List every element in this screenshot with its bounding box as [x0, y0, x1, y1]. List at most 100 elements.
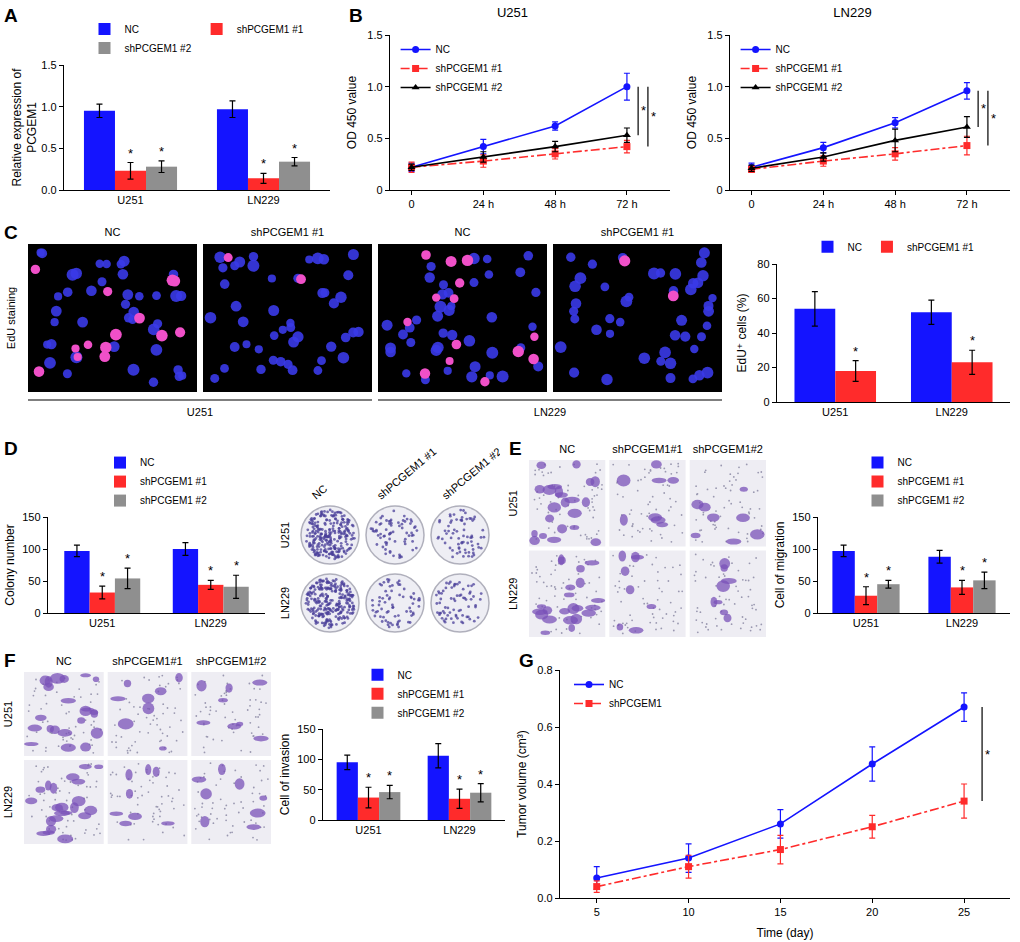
svg-text:*: *: [853, 344, 858, 359]
svg-text:20: 20: [866, 906, 878, 918]
svg-text:shPCGEM1#1: shPCGEM1#1: [112, 655, 182, 667]
svg-text:shPCGEM1#1: shPCGEM1#1: [612, 443, 682, 455]
svg-text:shPCGEM1 #1: shPCGEM1 #1: [237, 24, 304, 35]
svg-text:shPCGEM1 #2: shPCGEM1 #2: [140, 495, 207, 506]
svg-text:shPCGEM1 #2: shPCGEM1 #2: [436, 82, 503, 93]
svg-text:*: *: [982, 555, 987, 570]
svg-text:shPCGEM1 #2: shPCGEM1 #2: [776, 82, 843, 93]
svg-text:U251: U251: [2, 701, 14, 727]
svg-text:50: 50: [798, 575, 810, 587]
svg-text:EdU⁺ cells (%): EdU⁺ cells (%): [735, 293, 749, 372]
svg-text:100: 100: [22, 543, 40, 555]
svg-text:*: *: [478, 767, 483, 782]
svg-text:EdU staining: EdU staining: [5, 287, 17, 349]
svg-text:1.0: 1.0: [367, 81, 382, 93]
svg-text:*: *: [261, 156, 266, 171]
svg-text:NC: NC: [140, 457, 154, 468]
svg-text:U251: U251: [822, 406, 848, 418]
svg-text:U251: U251: [187, 406, 213, 418]
svg-text:72 h: 72 h: [616, 198, 637, 210]
svg-text:Cell of invasion: Cell of invasion: [278, 734, 292, 815]
svg-text:25: 25: [958, 906, 970, 918]
svg-text:5: 5: [594, 906, 600, 918]
svg-text:NC: NC: [398, 670, 412, 681]
svg-text:Tumor volume (cm³): Tumor volume (cm³): [515, 730, 529, 838]
svg-text:*: *: [886, 563, 891, 578]
svg-text:*: *: [864, 570, 869, 585]
svg-text:LN229: LN229: [195, 617, 227, 629]
svg-text:*: *: [960, 563, 965, 578]
svg-text:*: *: [641, 103, 646, 118]
svg-text:LN229: LN229: [534, 406, 566, 418]
svg-text:100: 100: [297, 753, 315, 765]
svg-text:*: *: [234, 558, 239, 573]
svg-text:NC: NC: [105, 226, 121, 238]
svg-text:*: *: [125, 551, 130, 566]
svg-text:0.4: 0.4: [537, 778, 552, 790]
svg-text:Colony number: Colony number: [3, 524, 17, 605]
svg-text:10: 10: [682, 906, 694, 918]
svg-text:NC: NC: [609, 679, 623, 690]
svg-text:shPCGEM1: shPCGEM1: [609, 698, 662, 709]
svg-text:OD 450 value: OD 450 value: [685, 75, 699, 149]
svg-text:150: 150: [22, 511, 40, 523]
svg-text:1.5: 1.5: [367, 29, 382, 41]
svg-text:U251: U251: [497, 5, 528, 20]
svg-text:Relative expression ofPCGEM1: Relative expression ofPCGEM1: [10, 68, 40, 187]
svg-text:1.0: 1.0: [707, 81, 722, 93]
svg-text:shPCGEM1 #1: shPCGEM1 #1: [601, 226, 674, 238]
svg-text:15: 15: [774, 906, 786, 918]
svg-text:0.2: 0.2: [537, 835, 552, 847]
svg-text:*: *: [292, 141, 297, 156]
svg-text:0: 0: [34, 607, 40, 619]
svg-text:shPCGEM1#2: shPCGEM1#2: [196, 655, 266, 667]
svg-text:LN229: LN229: [443, 824, 475, 836]
svg-text:1.5: 1.5: [41, 59, 56, 71]
svg-text:40: 40: [757, 327, 769, 339]
svg-text:NC: NC: [455, 226, 471, 238]
svg-text:*: *: [651, 109, 656, 124]
svg-text:LN229: LN229: [833, 5, 871, 20]
svg-text:OD 450 value: OD 450 value: [345, 75, 359, 149]
svg-text:48 h: 48 h: [544, 198, 565, 210]
svg-text:1.5: 1.5: [707, 29, 722, 41]
svg-text:*: *: [985, 747, 990, 762]
svg-text:150: 150: [297, 723, 315, 735]
svg-text:0: 0: [376, 184, 382, 196]
svg-text:0.5: 0.5: [367, 132, 382, 144]
svg-text:U251: U251: [355, 824, 381, 836]
svg-text:80: 80: [757, 258, 769, 270]
svg-text:U251: U251: [507, 490, 519, 516]
svg-text:shPCGEM1 #1: shPCGEM1 #1: [898, 476, 965, 487]
svg-text:shPCGEM1 #1: shPCGEM1 #1: [251, 226, 324, 238]
svg-text:shPCGEM1 #2: shPCGEM1 #2: [125, 43, 192, 54]
svg-text:LN229: LN229: [247, 194, 279, 206]
svg-text:LN229: LN229: [507, 578, 519, 610]
svg-text:*: *: [991, 111, 996, 126]
svg-text:Cell of migration: Cell of migration: [773, 522, 787, 609]
svg-text:shPCGEM1 #2: shPCGEM1 #2: [398, 708, 465, 719]
svg-text:LN229: LN229: [2, 786, 14, 818]
svg-text:0.5: 0.5: [41, 142, 56, 154]
svg-text:shPCGEM1 #2: shPCGEM1 #2: [898, 495, 965, 506]
svg-text:shPCGEM1 #1: shPCGEM1 #1: [776, 63, 843, 74]
svg-text:*: *: [970, 333, 975, 348]
svg-text:U251: U251: [89, 617, 115, 629]
svg-text:LN229: LN229: [279, 587, 291, 619]
svg-text:0.6: 0.6: [537, 721, 552, 733]
svg-text:0.5: 0.5: [707, 132, 722, 144]
svg-text:150: 150: [792, 511, 810, 523]
svg-text:24 h: 24 h: [813, 198, 834, 210]
svg-text:*: *: [208, 563, 213, 578]
svg-text:*: *: [457, 772, 462, 787]
svg-text:shPCGEM1 #2: shPCGEM1 #2: [440, 445, 500, 501]
svg-text:0.0: 0.0: [537, 892, 552, 904]
svg-text:LN229: LN229: [946, 617, 978, 629]
svg-text:0: 0: [763, 396, 769, 408]
svg-text:U251: U251: [117, 194, 143, 206]
svg-text:shPCGEM1 #1: shPCGEM1 #1: [140, 476, 207, 487]
svg-text:60: 60: [757, 292, 769, 304]
svg-text:shPCGEM1 #1: shPCGEM1 #1: [398, 689, 465, 700]
svg-text:0: 0: [804, 607, 810, 619]
svg-text:*: *: [128, 146, 133, 161]
